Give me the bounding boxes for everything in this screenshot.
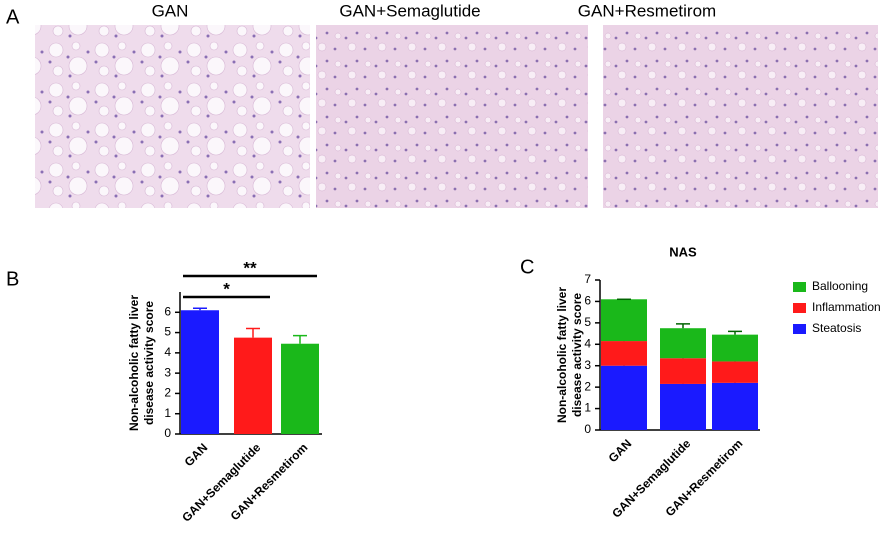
y-tick-label: 6	[164, 304, 171, 318]
bar	[234, 337, 272, 434]
panel-label: A	[6, 6, 20, 28]
significance-label: *	[223, 279, 230, 298]
bar-segment	[601, 341, 647, 366]
y-tick-label: 4	[584, 336, 591, 350]
error-bar	[728, 330, 742, 335]
bar-segment	[601, 365, 647, 430]
bar-segment	[660, 358, 706, 384]
image-title: GAN+Semaglutide	[339, 1, 480, 20]
panel-label: B	[6, 268, 19, 290]
histology-image	[35, 25, 310, 208]
histology-image	[603, 25, 878, 208]
error-bar	[676, 323, 690, 329]
panel-label: C	[520, 256, 534, 278]
bar-segment	[660, 328, 706, 359]
bar-segment	[601, 299, 647, 342]
y-axis-label: Non-alcoholic fatty liver	[555, 287, 569, 423]
y-axis-label: disease activity score	[142, 301, 156, 425]
error-bar	[246, 327, 260, 338]
legend-swatch	[793, 324, 806, 334]
image-title: GAN+Resmetirom	[578, 1, 716, 20]
y-tick-label: 3	[164, 365, 171, 379]
bar-segment	[712, 334, 758, 362]
y-axis-label: Non-alcoholic fatty liver	[127, 295, 141, 431]
y-tick-label: 0	[164, 426, 171, 440]
y-tick-label: 5	[164, 325, 171, 339]
y-tick-label: 6	[584, 294, 591, 308]
y-axis-label: disease activity score	[570, 293, 584, 417]
y-tick-label: 2	[584, 379, 591, 393]
y-tick-label: 1	[584, 401, 591, 415]
y-tick-label: 7	[584, 272, 591, 286]
chart-title: NAS	[669, 244, 697, 259]
y-tick-label: 4	[164, 345, 171, 359]
y-tick-label: 2	[164, 386, 171, 400]
image-title: GAN	[152, 1, 189, 20]
error-bar	[293, 334, 307, 344]
y-tick-label: 1	[164, 406, 171, 420]
significance-label: **	[243, 258, 257, 277]
y-tick-label: 3	[584, 358, 591, 372]
legend-label: Inflammation	[812, 300, 881, 314]
legend-label: Ballooning	[812, 279, 868, 293]
bar-segment	[660, 383, 706, 430]
histology-image	[316, 25, 588, 208]
x-tick-label: GAN	[182, 440, 211, 469]
bar	[281, 343, 319, 434]
y-tick-label: 0	[584, 422, 591, 436]
legend-label: Steatosis	[812, 321, 861, 335]
legend-swatch	[793, 303, 806, 313]
y-tick-label: 5	[584, 315, 591, 329]
x-tick-label: GAN	[606, 436, 635, 465]
legend-swatch	[793, 282, 806, 292]
bar-segment	[712, 382, 758, 430]
error-bar	[193, 307, 207, 311]
bar	[181, 310, 219, 434]
bar-segment	[712, 361, 758, 383]
